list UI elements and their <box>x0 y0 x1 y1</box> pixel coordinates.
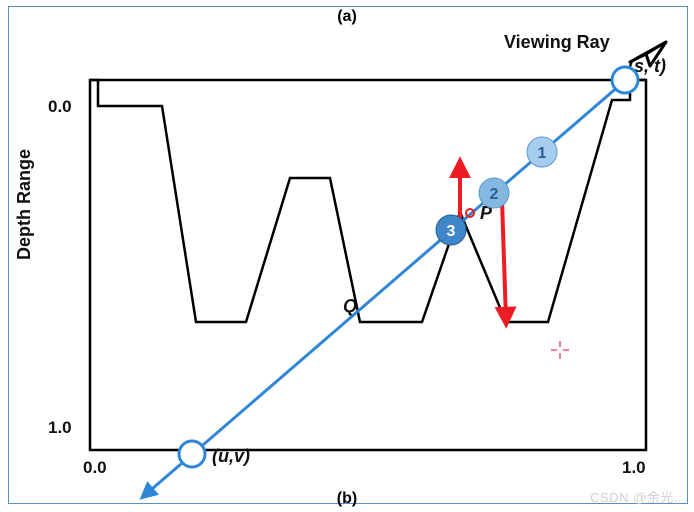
terrain-profile <box>90 80 646 322</box>
svg-text:3: 3 <box>447 223 456 240</box>
watermark-text: CSDN @余光.. <box>590 487 682 506</box>
marker-1: 1 <box>527 137 557 167</box>
marker-2: 2 <box>479 178 509 208</box>
svg-text:2: 2 <box>490 186 499 203</box>
svg-text:1: 1 <box>538 145 547 162</box>
marker-3: 3 <box>436 215 466 245</box>
reflect-down-arrow <box>502 200 506 320</box>
eye-icon <box>630 42 666 66</box>
ray-end-top-circle <box>612 67 638 93</box>
ray-end-bottom-circle <box>179 441 205 467</box>
crosshair-icon <box>551 341 569 359</box>
diagram-svg: 1 2 3 <box>0 0 694 512</box>
